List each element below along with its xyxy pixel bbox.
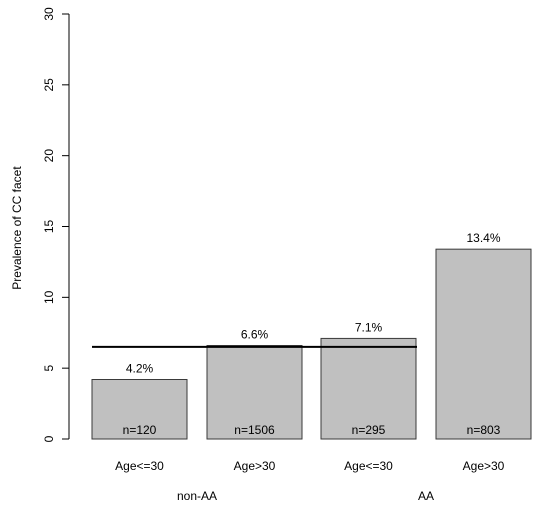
- x-group-label: AA: [418, 489, 434, 503]
- y-tick-label: 15: [42, 220, 56, 234]
- bar-value-label: 13.4%: [466, 231, 500, 245]
- bar: [91, 379, 188, 440]
- bar-value-label: 4.2%: [126, 362, 154, 376]
- y-tick-label: 10: [42, 290, 56, 304]
- bar-n-label: n=1506: [234, 423, 275, 437]
- y-axis-label: Prevalence of CC facet: [10, 166, 24, 290]
- bar-value-label: 6.6%: [241, 328, 269, 342]
- x-category-label: Age>30: [463, 459, 505, 473]
- bar-labels: 4.2% n=120 Age<=30 6.6% n=1506 Age>30 7.1% n=29…: [115, 231, 505, 503]
- bar: [206, 345, 303, 440]
- bar-n-label: n=120: [123, 423, 157, 437]
- bars: [91, 248, 532, 440]
- y-axis: 0 5 10 15 20 25 30: [42, 7, 70, 442]
- bar-n-label: n=803: [467, 423, 501, 437]
- x-category-label: Age<=30: [115, 459, 164, 473]
- x-category-label: Age>30: [234, 459, 276, 473]
- bar: [320, 337, 417, 440]
- y-tick-label: 0: [42, 435, 56, 442]
- bar-n-label: n=295: [352, 423, 386, 437]
- y-tick-label: 20: [42, 149, 56, 163]
- x-category-label: Age<=30: [344, 459, 393, 473]
- bar-value-label: 7.1%: [355, 320, 383, 334]
- y-tick-label: 25: [42, 78, 56, 92]
- y-tick-label: 5: [42, 365, 56, 372]
- x-group-label: non-AA: [177, 489, 217, 503]
- y-tick-label: 30: [42, 7, 56, 21]
- bar: [435, 248, 532, 440]
